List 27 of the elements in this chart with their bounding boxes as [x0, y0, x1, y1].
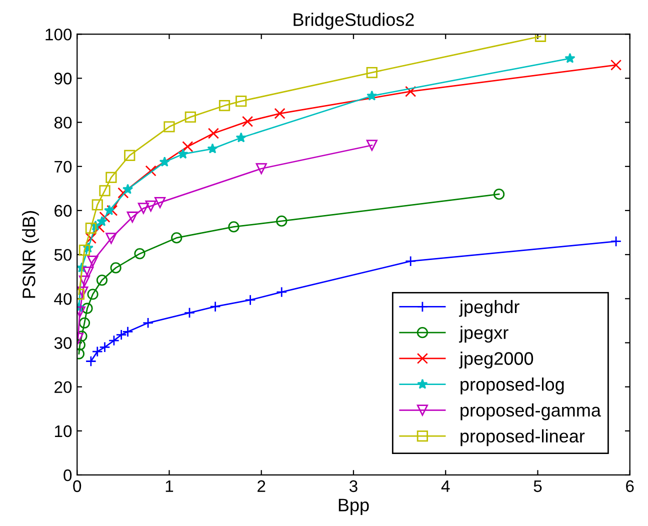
- y-tick-label: 0: [64, 469, 72, 482]
- y-tick-label: 50: [54, 248, 72, 261]
- x-tick-label: 0: [73, 480, 82, 492]
- legend-label: proposed-log: [460, 378, 564, 394]
- legend-label: proposed-gamma: [460, 403, 601, 420]
- y-axis-title: PSNR (dB): [22, 211, 39, 298]
- x-axis-title: Bpp: [338, 498, 369, 515]
- legend-label: jpeghdr: [459, 300, 520, 317]
- y-tick-label: 20: [54, 381, 72, 394]
- y-tick-label: 100: [46, 28, 72, 40]
- legend-label: proposed-linear: [460, 429, 585, 446]
- legend-label: jpegxr: [459, 326, 508, 343]
- x-tick-label: 3: [349, 480, 358, 492]
- x-tick-label: 2: [258, 480, 266, 492]
- y-tick-label: 60: [54, 204, 72, 217]
- y-tick-label: 40: [54, 293, 72, 305]
- y-tick-label: 90: [54, 72, 72, 84]
- x-tick-label: 1: [166, 480, 174, 492]
- x-tick-label: 5: [534, 480, 542, 492]
- y-tick-label: 70: [54, 160, 72, 173]
- chart-title: BridgeStudios2: [294, 12, 414, 30]
- y-tick-label: 10: [54, 425, 72, 438]
- x-tick-label: 4: [441, 480, 450, 492]
- y-tick-label: 30: [54, 337, 72, 349]
- legend-label: jpeg2000: [459, 352, 534, 369]
- x-tick-label: 6: [626, 480, 634, 492]
- y-tick-label: 80: [54, 116, 72, 129]
